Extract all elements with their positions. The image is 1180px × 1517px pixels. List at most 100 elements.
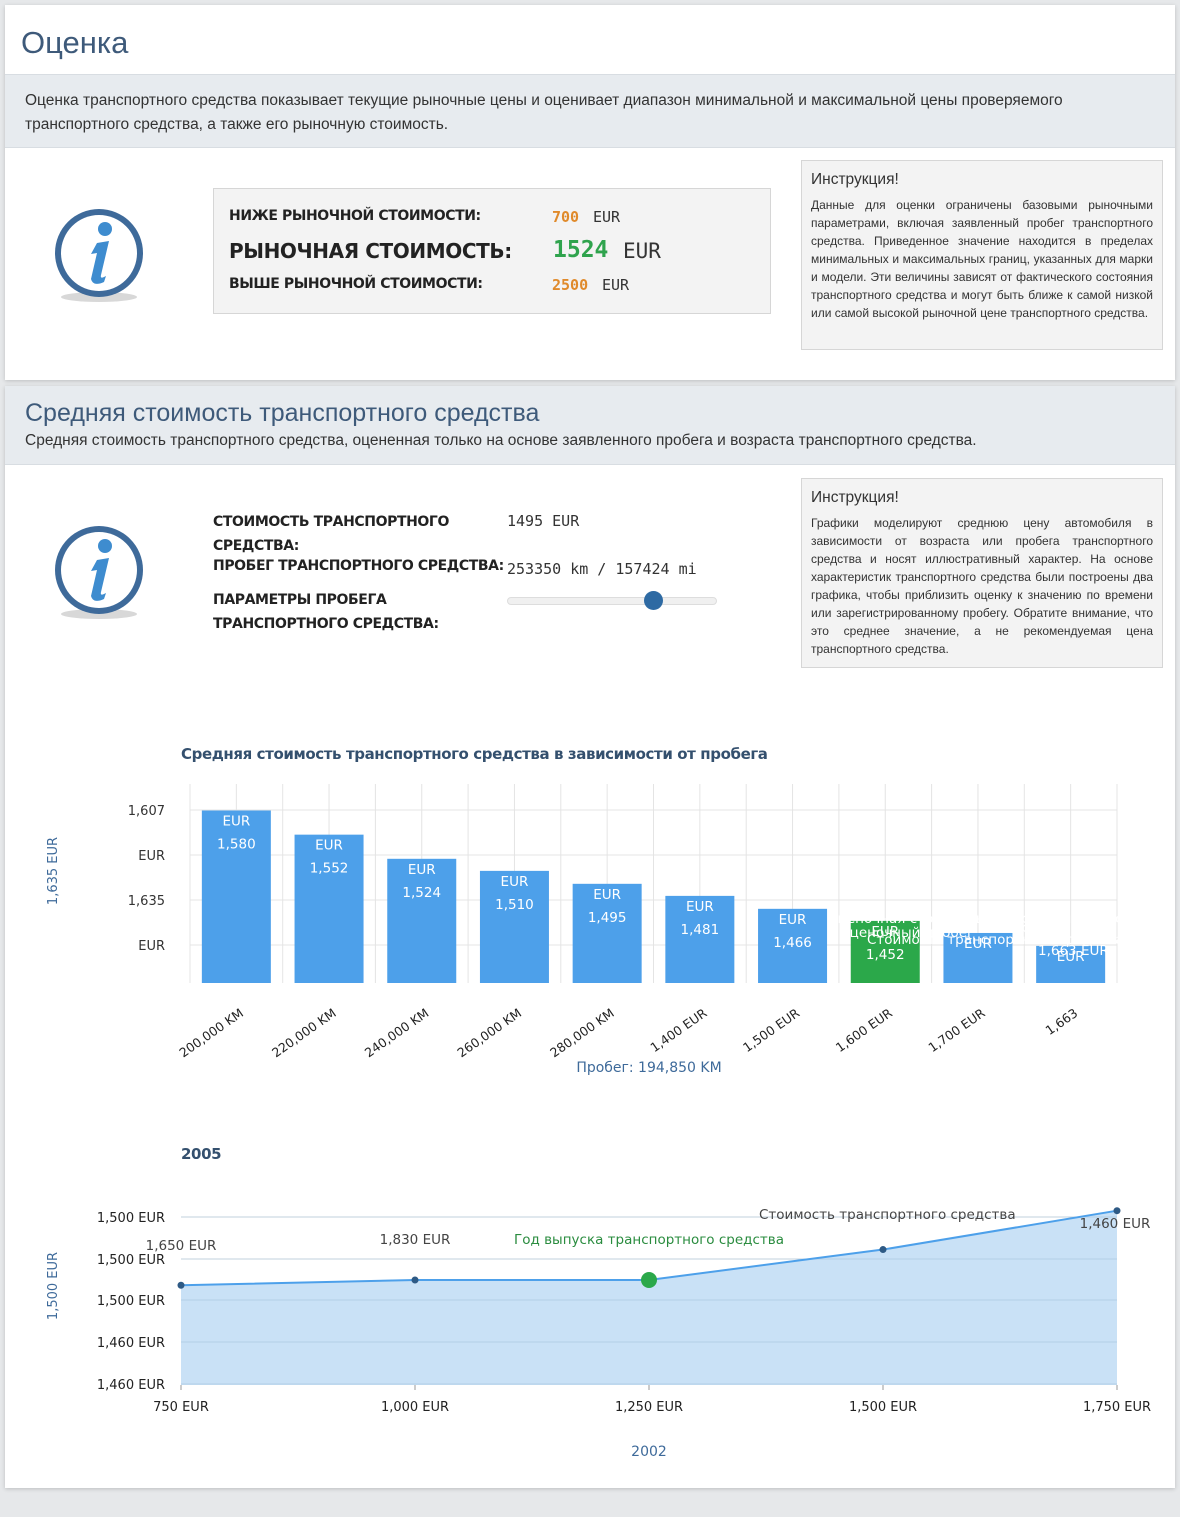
mileage-slider-track[interactable] xyxy=(507,597,717,605)
instruction-title: Инструкция! xyxy=(811,489,899,506)
point-label: 1,830 EUR xyxy=(380,1232,451,1248)
average-description: Средняя стоимость транспортного средства… xyxy=(25,432,977,449)
overlay-label: Пробег: 185,10 xyxy=(1003,920,1110,936)
y-axis-title: 1,635 EUR xyxy=(46,837,61,905)
bar[interactable] xyxy=(387,858,457,983)
below-market-value: 700 xyxy=(552,208,580,226)
bar[interactable] xyxy=(850,920,920,983)
y-tick-label: 1,607 xyxy=(128,804,165,819)
x-tick-label: 1,750 EUR xyxy=(1083,1400,1151,1415)
info-icon xyxy=(53,205,149,305)
area-fill xyxy=(181,1210,1117,1385)
above-market-currency: EUR xyxy=(602,276,630,294)
x-tick-label: 1,700 EUR xyxy=(925,1005,988,1055)
bar-value-label: 1,466 xyxy=(773,935,812,951)
bar-value-label: 1,580 xyxy=(217,837,256,853)
bar-value-label: 1,452 xyxy=(866,947,905,963)
y-axis-title: 1,500 EUR xyxy=(46,1252,61,1320)
point-label: Стоимость транспортного средства xyxy=(759,1207,1016,1223)
data-point[interactable] xyxy=(1113,1207,1121,1215)
valuation-card: Оценка Оценка транспортного средства пок… xyxy=(5,5,1175,380)
overlay-label: Стоимость транспортного средства xyxy=(867,932,1124,948)
overlay-label: Оценочный пробег xyxy=(839,925,974,941)
bar-unit-label: EUR xyxy=(501,874,529,890)
data-point[interactable] xyxy=(177,1281,185,1289)
x-tick-label: 1,400 EUR xyxy=(647,1005,710,1055)
market-value-label: РЫНОЧНАЯ СТОИМОСТЬ: xyxy=(229,239,512,263)
bar-unit-label: EUR xyxy=(593,887,621,903)
x-tick-label: 1,000 EUR xyxy=(381,1400,449,1415)
market-value: 1524 xyxy=(553,237,609,263)
data-point[interactable] xyxy=(641,1272,657,1288)
average-title: Средняя стоимость транспортного средства xyxy=(25,399,540,427)
market-value-currency: EUR xyxy=(623,239,661,263)
x-tick-label: 750 EUR xyxy=(153,1400,209,1415)
y-tick-label: 1,500 EUR xyxy=(97,1211,165,1226)
vehicle-cost-value: 1495 EUR xyxy=(507,512,580,530)
y-tick-label: 1,500 EUR xyxy=(97,1294,165,1309)
bar[interactable] xyxy=(294,834,364,983)
average-card: Средняя стоимость транспортного средства… xyxy=(5,386,1175,1488)
y-tick-label: 1,635 xyxy=(128,894,165,909)
bar-value-label: 1,510 xyxy=(495,897,534,913)
bar-unit-label: EUR xyxy=(315,838,343,854)
overlay-label: Оценочная стоимость транспортного средст… xyxy=(827,911,1164,927)
y-tick-label: 1,460 EUR xyxy=(97,1336,165,1351)
x-axis-title: Пробег: 194,850 KM xyxy=(576,1060,721,1076)
bar-value-label: 1,481 xyxy=(681,922,720,938)
bar[interactable] xyxy=(943,932,1013,983)
y-tick-label: EUR xyxy=(138,849,165,864)
instruction-title: Инструкция! xyxy=(811,171,899,188)
year-area-chart: 1,500 EUR 1,500 EUR 1,500 EUR 1,460 EUR 1,46… xyxy=(46,1207,1151,1460)
bar[interactable] xyxy=(201,810,271,984)
bar-unit-label: EUR xyxy=(686,899,714,915)
mileage-value: 253350 km / 157424 mi xyxy=(507,560,697,578)
data-point[interactable] xyxy=(411,1276,419,1284)
x-tick-label: 200,000 KM xyxy=(176,1005,246,1060)
bar-unit-label: EUR xyxy=(408,862,436,878)
info-icon xyxy=(53,522,149,622)
x-axis-title: 2002 xyxy=(631,1444,667,1460)
mileage-slider-handle[interactable] xyxy=(644,591,663,610)
x-tick-label: 1,663 xyxy=(1042,1005,1080,1038)
x-tick-label: 260,000 KM xyxy=(454,1005,524,1060)
mileage-label: ПРОБЕГ ТРАНСПОРТНОГО СРЕДСТВА: xyxy=(213,558,504,574)
bar-value-label: 1,524 xyxy=(402,885,441,901)
bar[interactable] xyxy=(758,908,828,983)
bar-unit-label: EUR xyxy=(964,936,992,952)
point-label: 1,650 EUR xyxy=(146,1238,217,1254)
bar-unit-label: EUR xyxy=(779,912,807,928)
bar[interactable] xyxy=(1036,945,1106,983)
below-market-currency: EUR xyxy=(593,208,621,226)
bar-unit-label: EUR xyxy=(871,924,899,940)
x-tick-label: 220,000 KM xyxy=(269,1005,339,1060)
point-label: 1,460 EUR xyxy=(1080,1216,1151,1232)
bar[interactable] xyxy=(665,895,735,983)
valuation-instruction: Инструкция! Данные для оценки ограничены… xyxy=(801,160,1163,350)
vehicle-cost-label: СТОИМОСТЬ ТРАНСПОРТНОГО СРЕДСТВА: xyxy=(213,514,449,554)
below-market-label: НИЖЕ РЫНОЧНОЙ СТОИМОСТИ: xyxy=(229,208,481,224)
y-tick-label: 1,460 EUR xyxy=(97,1378,165,1393)
data-point[interactable] xyxy=(879,1246,887,1254)
valuation-description-band: Оценка транспортного средства показывает… xyxy=(5,74,1175,148)
x-tick-label: 1,600 EUR xyxy=(833,1005,896,1055)
bar-unit-label: EUR xyxy=(222,814,250,830)
valuation-title: Оценка xyxy=(21,25,129,60)
overlay-label: 1,663 EUR xyxy=(1038,943,1109,959)
mileage-bar-chart: 1,607 EUR 1,635 EUR EUR 1,580 200,000 KM EUR 1,5… xyxy=(46,784,1164,1076)
y-tick-label: EUR xyxy=(138,939,165,954)
bar[interactable] xyxy=(572,883,642,983)
bar-value-label: 1,552 xyxy=(310,861,349,877)
instruction-text: Графики моделируют среднюю цену автомоби… xyxy=(811,516,1153,656)
x-tick-label: 1,500 EUR xyxy=(849,1400,917,1415)
valuation-description: Оценка транспортного средства показывает… xyxy=(25,92,1063,133)
average-instruction: Инструкция! Графики моделируют среднюю ц… xyxy=(801,478,1163,668)
x-tick-label: 1,500 EUR xyxy=(740,1005,803,1055)
bar-value-label: 1,495 xyxy=(588,910,627,926)
y-tick-label: 1,500 EUR xyxy=(97,1253,165,1268)
bar-unit-label: EUR xyxy=(1057,949,1085,965)
bar[interactable] xyxy=(479,870,549,983)
instruction-text: Данные для оценки ограничены базовыми ры… xyxy=(811,198,1153,320)
valuation-values-box: НИЖЕ РЫНОЧНОЙ СТОИМОСТИ: 700 EUR РЫНОЧНА… xyxy=(213,188,771,314)
x-tick-label: 280,000 KM xyxy=(547,1005,617,1060)
